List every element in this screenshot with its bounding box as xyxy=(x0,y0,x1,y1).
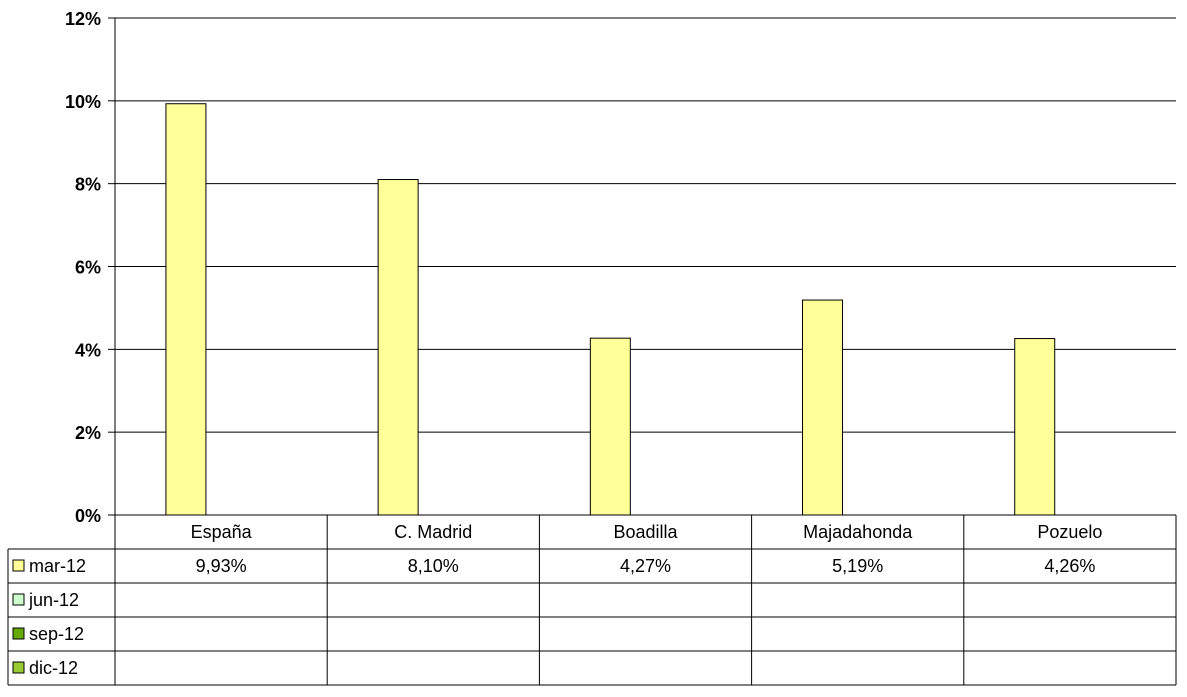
legend-entry: sep-12 xyxy=(29,624,84,644)
data-label: 9,93% xyxy=(196,556,247,576)
category-label: España xyxy=(191,522,253,542)
y-tick-label: 2% xyxy=(75,423,101,443)
category-label: Boadilla xyxy=(613,522,678,542)
data-label: 5,19% xyxy=(832,556,883,576)
bar-mar-12-2 xyxy=(589,337,631,516)
data-label: 4,26% xyxy=(1044,556,1095,576)
legend-swatch xyxy=(12,661,25,674)
bars xyxy=(165,103,1056,516)
y-tick-label: 12% xyxy=(65,9,101,29)
y-tick-label: 6% xyxy=(75,258,101,278)
data-label: 8,10% xyxy=(408,556,459,576)
y-axis-ticks: 0% 2% 4% 6% 8% 10% 12% xyxy=(65,9,101,526)
bar-mar-12-4 xyxy=(1014,338,1056,516)
legend-entry: dic-12 xyxy=(29,658,78,678)
y-tick-label: 8% xyxy=(75,175,101,195)
bar-mar-12-1 xyxy=(377,179,419,516)
legend-swatch xyxy=(12,559,25,572)
y-tick-label: 10% xyxy=(65,92,101,112)
legend-swatch xyxy=(12,593,25,606)
y-tick-label: 4% xyxy=(75,340,101,360)
category-label: Pozuelo xyxy=(1037,522,1102,542)
legend-entry: mar-12 xyxy=(29,556,86,576)
y-tick-label: 0% xyxy=(75,506,101,526)
category-label: C. Madrid xyxy=(394,522,472,542)
legend-entry: jun-12 xyxy=(28,590,79,610)
axes xyxy=(108,17,116,516)
legend-swatch xyxy=(12,627,25,640)
bar-mar-12-3 xyxy=(802,299,844,516)
data-table: España C. Madrid Boadilla Majadahonda Pozuel… xyxy=(7,514,1177,686)
data-label: 4,27% xyxy=(620,556,671,576)
bar-mar-12-0 xyxy=(165,103,207,516)
gridlines xyxy=(115,17,1176,433)
category-label: Majadahonda xyxy=(803,522,913,542)
